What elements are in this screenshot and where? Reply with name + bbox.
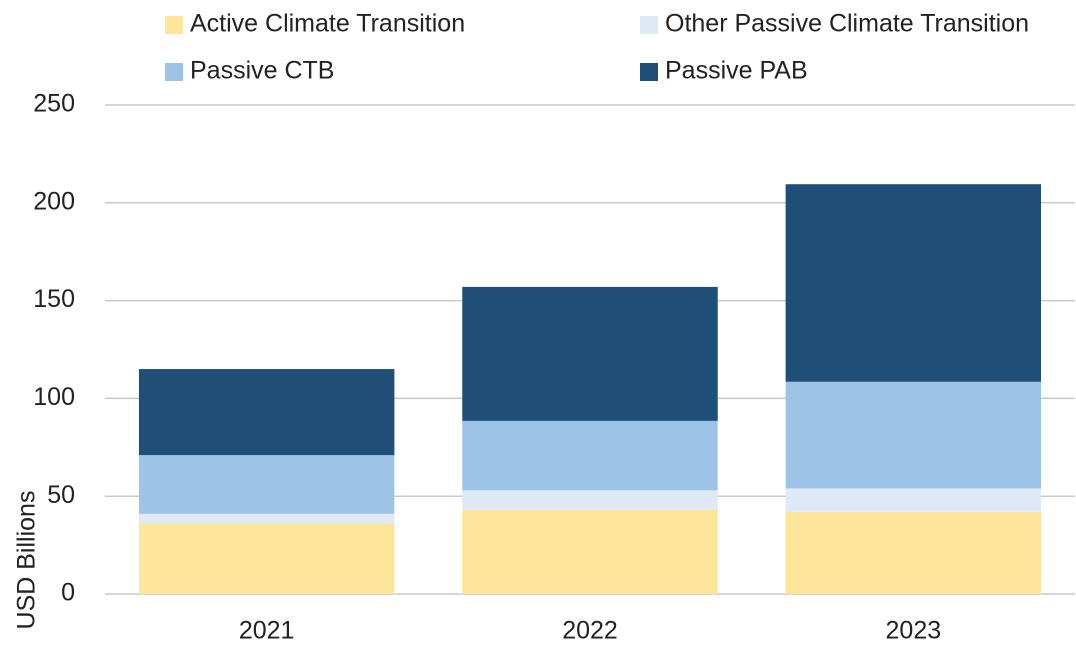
y-axis-label: USD Billions bbox=[13, 491, 41, 630]
bar-segment bbox=[138, 369, 395, 456]
bar-segment bbox=[785, 184, 1042, 382]
bar-segment bbox=[785, 381, 1042, 489]
y-tick-label: 100 bbox=[33, 383, 75, 411]
legend-label: Other Passive Climate Transition bbox=[665, 10, 1029, 38]
legend-swatch bbox=[640, 63, 658, 81]
bar-segment bbox=[462, 420, 718, 491]
bar-segment bbox=[138, 523, 395, 594]
y-tick-label: 200 bbox=[33, 187, 75, 215]
bar-segment bbox=[462, 509, 718, 594]
y-tick-label: 150 bbox=[33, 285, 75, 313]
bar-segment bbox=[785, 511, 1042, 594]
x-tick-label: 2021 bbox=[239, 617, 295, 645]
y-tick-label: 50 bbox=[47, 481, 75, 509]
legend-label: Passive CTB bbox=[190, 57, 334, 85]
y-tick-label: 250 bbox=[33, 90, 75, 118]
bar-segment bbox=[138, 513, 395, 524]
legend-swatch bbox=[640, 16, 658, 34]
legend-label: Passive PAB bbox=[665, 57, 808, 85]
y-tick-label: 0 bbox=[61, 579, 75, 607]
bar-segment bbox=[462, 286, 718, 421]
legend-swatch bbox=[165, 16, 183, 34]
bar-segment bbox=[462, 490, 718, 510]
legend-swatch bbox=[165, 63, 183, 81]
x-tick-label: 2022 bbox=[562, 617, 618, 645]
legend-label: Active Climate Transition bbox=[190, 10, 465, 38]
x-tick-label: 2023 bbox=[886, 617, 942, 645]
bar-segment bbox=[138, 455, 395, 514]
bar-segment bbox=[785, 488, 1042, 512]
